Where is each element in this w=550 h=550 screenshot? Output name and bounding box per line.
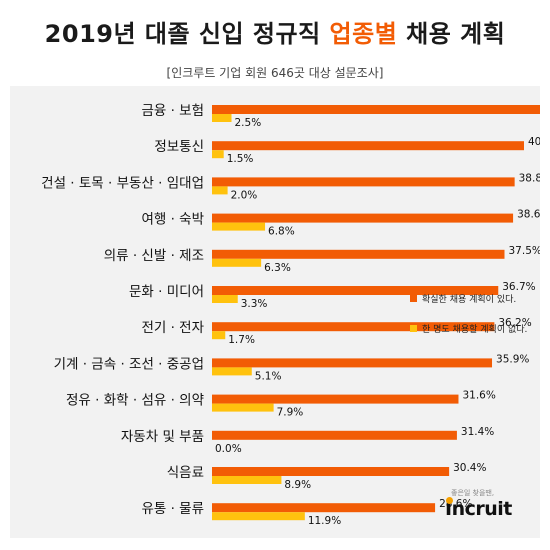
category-label: 자동차 및 부품 xyxy=(121,429,204,445)
bar-series1 xyxy=(212,358,493,368)
bar-series2 xyxy=(212,403,274,412)
title-suffix: 채용 계획 xyxy=(397,20,506,48)
bar-series1 xyxy=(212,177,515,187)
bar-series2 xyxy=(212,512,305,521)
data-label-series1: 30.4% xyxy=(453,462,486,474)
bar-series1 xyxy=(212,141,524,151)
data-label-series2: 3.3% xyxy=(241,298,268,310)
data-label-series1: 36.2% xyxy=(498,317,531,329)
bar-series1 xyxy=(212,213,514,223)
title-highlight: 업종별 xyxy=(329,20,398,48)
bar-series1 xyxy=(212,394,459,404)
bar-series2 xyxy=(212,476,282,484)
bar-series1 xyxy=(212,286,499,295)
bar-series2 xyxy=(212,258,262,267)
bar-series1 xyxy=(212,467,450,476)
bar-series2 xyxy=(212,150,224,159)
legend-item-series2: 한 명도 채용할 계획이 없다. xyxy=(410,322,527,335)
legend-label-series2: 한 명도 채용할 계획이 없다. xyxy=(422,325,528,335)
brand-name: Incruit xyxy=(445,498,512,520)
bar-series1 xyxy=(212,105,540,114)
category-label: 식음료 xyxy=(167,465,204,481)
bar-series1 xyxy=(212,430,457,440)
data-label-series1: 38.6% xyxy=(517,209,540,221)
bar-series2 xyxy=(212,114,232,122)
category-label: 금융 · 보험 xyxy=(141,103,204,119)
bar-series2 xyxy=(212,222,266,231)
legend-swatch-series2 xyxy=(410,325,417,332)
data-label-series2: 7.9% xyxy=(277,407,304,419)
legend-item-series1: 확실한 채용 계획이 있다. xyxy=(410,292,516,305)
data-label-series1: 36.7% xyxy=(502,281,535,293)
category-label: 건설 · 토목 · 부동산 · 임대업 xyxy=(41,175,204,191)
category-label: 정유 · 화학 · 섬유 · 의약 xyxy=(66,393,204,409)
bar-series1 xyxy=(212,322,495,332)
data-label-series2: 1.7% xyxy=(228,334,255,346)
brand-logo: 좋은일 찾을땐, Incruit xyxy=(445,488,535,520)
category-label: 유통 · 물류 xyxy=(141,501,204,517)
data-label-series1: 35.9% xyxy=(496,353,529,365)
category-label: 여행 · 숙박 xyxy=(141,212,204,228)
bar-series1 xyxy=(212,249,505,259)
category-label: 전기 · 전자 xyxy=(141,320,204,336)
category-label: 기계 · 금속 · 조선 · 중공업 xyxy=(54,356,204,372)
brand-tagline: 좋은일 찾을땐, xyxy=(451,489,495,497)
category-label: 의류 · 신발 · 제조 xyxy=(104,248,204,264)
chart-subtitle: [인크루트 기업 회원 646곳 대상 설문조사] xyxy=(166,66,384,80)
title-prefix: 2019년 대졸 신입 정규직 xyxy=(44,20,330,48)
bar-series2 xyxy=(212,186,228,195)
bar-series2 xyxy=(212,295,238,303)
data-label-series2: 2.0% xyxy=(231,189,258,201)
brand-wordmark: Incruit xyxy=(445,497,535,520)
data-label-series2: 2.5% xyxy=(235,117,262,129)
legend-swatch-series1 xyxy=(410,295,417,302)
data-label-series2: 6.8% xyxy=(268,226,295,238)
data-label-series1: 40.0% xyxy=(528,136,540,148)
category-label: 정보통신 xyxy=(154,139,204,155)
data-label-series2: 5.1% xyxy=(255,370,282,382)
data-label-series2: 11.9% xyxy=(308,515,341,527)
bar-series2 xyxy=(212,367,252,376)
category-label: 문화 · 미디어 xyxy=(129,284,204,300)
data-label-series2: 8.9% xyxy=(284,479,311,491)
legend-label-series1: 확실한 채용 계획이 있다. xyxy=(422,295,517,305)
logo-dot-icon xyxy=(446,497,453,504)
data-label-series1: 31.4% xyxy=(461,426,494,438)
data-label-series1: 31.6% xyxy=(462,390,495,402)
data-label-series1: 38.8% xyxy=(519,172,540,184)
data-label-series2: 1.5% xyxy=(227,153,254,165)
bar-series1 xyxy=(212,503,436,513)
data-label-series1: 37.5% xyxy=(509,245,541,257)
data-label-series2: 6.3% xyxy=(264,262,291,274)
chart-title: 2019년 대졸 신입 정규직 업종별 채용 계획 xyxy=(0,14,550,49)
bar-series2 xyxy=(212,331,226,340)
data-label-series2: 0.0% xyxy=(215,443,242,455)
